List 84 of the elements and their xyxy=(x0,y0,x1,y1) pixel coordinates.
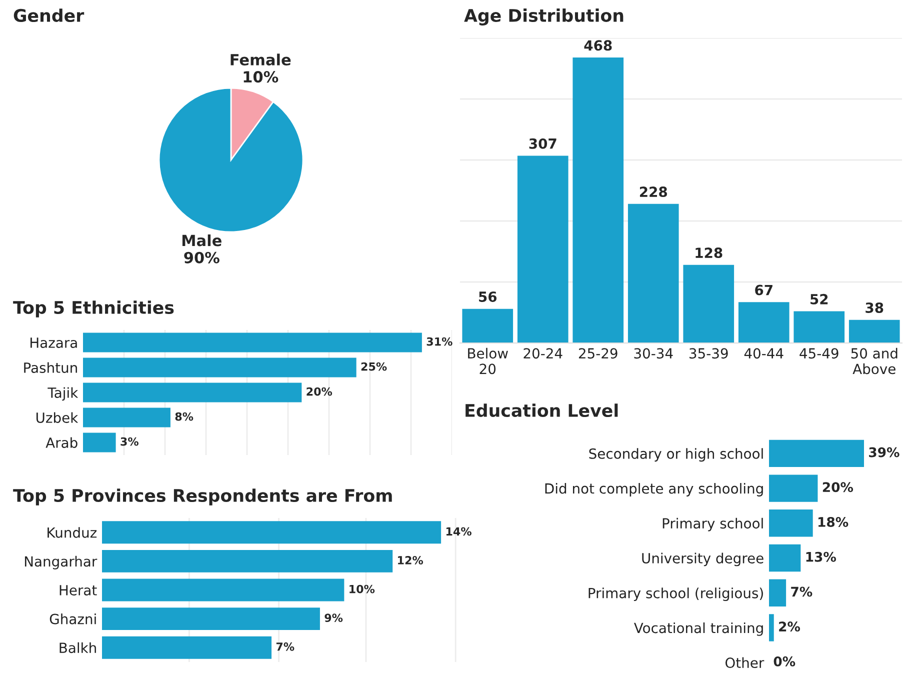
bar xyxy=(848,320,900,343)
x-tick-label: 40-44 xyxy=(744,348,784,359)
x-tick-label: 50 and Above xyxy=(851,348,898,374)
bar xyxy=(572,58,624,343)
pie-slice xyxy=(158,87,304,233)
x-tick-label: Below 20 xyxy=(468,348,508,374)
data-label: 10% xyxy=(244,71,278,83)
data-label: 9% xyxy=(324,614,343,622)
x-tick-label: 35-39 xyxy=(690,348,728,359)
data-label: 90% xyxy=(184,252,220,264)
bar xyxy=(769,510,813,537)
bar xyxy=(769,474,818,502)
y-tick-label: Nangarhar xyxy=(24,556,98,570)
data-label: 18% xyxy=(818,516,848,527)
y-tick-label: Vocational training xyxy=(634,622,763,636)
slice-label: Male xyxy=(182,234,222,246)
data-label: 0% xyxy=(774,656,796,666)
bar xyxy=(769,614,774,642)
data-label: 39% xyxy=(869,447,900,458)
data-label: 128 xyxy=(696,248,722,258)
x-tick-label: 25-29 xyxy=(578,348,618,359)
x-tick-label: 20-24 xyxy=(524,348,562,359)
data-label: 3% xyxy=(120,437,138,446)
y-tick-label: Balkh xyxy=(60,642,96,654)
y-tick-label: Primary school xyxy=(662,518,763,532)
data-label: 12% xyxy=(398,556,424,564)
bar xyxy=(517,156,568,343)
bar xyxy=(683,264,734,343)
bar xyxy=(83,358,356,378)
data-label: 468 xyxy=(584,40,612,51)
data-label: 56 xyxy=(479,291,497,302)
data-label: 14% xyxy=(446,527,472,536)
y-tick-label: Secondary or high school xyxy=(589,448,763,462)
bar xyxy=(102,521,442,544)
y-tick-label: Other xyxy=(725,657,764,668)
data-label: 2% xyxy=(779,622,800,632)
bar xyxy=(769,579,786,606)
text: Education Level xyxy=(466,404,618,418)
bar xyxy=(102,550,393,572)
y-tick-label: Arab xyxy=(46,437,78,448)
bar xyxy=(83,432,116,452)
y-tick-label: Kunduz xyxy=(48,527,97,538)
data-label: 52 xyxy=(810,294,828,304)
y-tick-label: Did not complete any schooling xyxy=(545,483,763,496)
data-label: 20% xyxy=(822,482,854,492)
bar xyxy=(462,308,514,343)
bar xyxy=(83,332,422,352)
x-tick-label: 45-49 xyxy=(800,348,838,359)
slice-label: Female xyxy=(230,54,291,66)
y-tick-label: University degree xyxy=(642,552,764,566)
data-label: 31% xyxy=(426,337,452,346)
y-tick-label: Primary school (religious) xyxy=(588,588,763,602)
bar xyxy=(769,544,801,572)
y-tick-label: Herat xyxy=(60,585,97,596)
data-label: 13% xyxy=(806,552,836,562)
y-tick-label: Uzbek xyxy=(36,412,78,423)
bar xyxy=(102,608,320,630)
bar xyxy=(628,204,679,343)
data-label: 38 xyxy=(866,302,884,313)
data-label: 8% xyxy=(175,412,194,421)
data-label: 25% xyxy=(361,362,387,371)
bar xyxy=(794,311,845,343)
bar xyxy=(83,408,170,428)
data-label: 67 xyxy=(755,284,772,296)
data-label: 307 xyxy=(529,138,556,149)
chart-title: Top 5 Ethnicities xyxy=(13,300,174,318)
chart-title: Top 5 Provinces Respondents are From xyxy=(13,488,392,506)
chart-title: Gender xyxy=(14,8,84,22)
chart-title: Age Distribution xyxy=(464,8,624,26)
data-label: 10% xyxy=(350,584,375,594)
data-label: 20% xyxy=(306,387,332,396)
data-label: 228 xyxy=(640,186,668,198)
bar xyxy=(102,636,272,659)
bar xyxy=(83,382,302,402)
bar xyxy=(769,440,864,468)
data-label: 7% xyxy=(791,586,812,597)
y-tick-label: Hazara xyxy=(30,338,77,348)
y-tick-label: Ghazni xyxy=(50,614,96,624)
y-tick-label: Pashtun xyxy=(24,362,77,373)
bar xyxy=(102,578,344,602)
bar xyxy=(738,302,790,343)
data-label: 7% xyxy=(276,642,294,651)
y-tick-label: Tajik xyxy=(48,387,78,401)
x-tick-label: 30-34 xyxy=(634,348,673,359)
